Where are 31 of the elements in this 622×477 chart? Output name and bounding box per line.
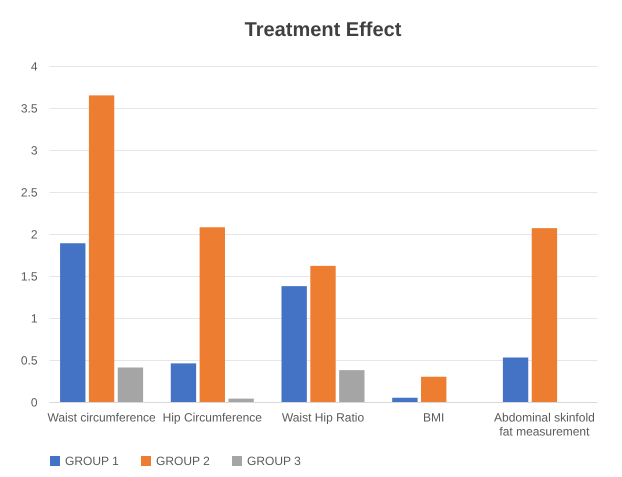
bar — [532, 228, 558, 402]
bar — [339, 370, 365, 402]
y-tick-label: 1 — [30, 312, 38, 326]
legend-label: GROUP 3 — [247, 454, 302, 468]
bar — [310, 266, 336, 402]
chart-title: Treatment Effect — [244, 19, 402, 41]
y-tick-label: 0 — [30, 396, 38, 410]
x-tick-label: Hip Circumference — [162, 410, 262, 424]
bar — [88, 95, 114, 402]
x-tick-label: Waist Hip Ratio — [282, 410, 364, 424]
bar — [281, 286, 307, 402]
y-tick-label: 1.5 — [20, 270, 38, 284]
y-tick-label: 2.5 — [20, 186, 38, 200]
x-tick-label: BMI — [423, 410, 444, 424]
bar — [60, 243, 86, 402]
legend-label: GROUP 2 — [156, 454, 210, 468]
bar — [502, 357, 528, 402]
bar — [200, 227, 225, 402]
bar — [118, 368, 144, 402]
y-tick-label: 2 — [30, 228, 38, 242]
bar — [392, 398, 418, 402]
bar — [228, 398, 254, 402]
x-tick-label: Waist circumference — [47, 410, 156, 424]
bar — [170, 363, 196, 402]
y-tick-label: 3.5 — [20, 102, 38, 116]
x-tick-label: Abdominal skinfold fat measurement — [494, 410, 595, 438]
legend-label: GROUP 1 — [65, 454, 120, 468]
y-tick-label: 3 — [30, 144, 38, 158]
y-tick-label: 0.5 — [20, 354, 38, 368]
bar — [421, 376, 446, 402]
y-tick-label: 4 — [30, 60, 38, 74]
